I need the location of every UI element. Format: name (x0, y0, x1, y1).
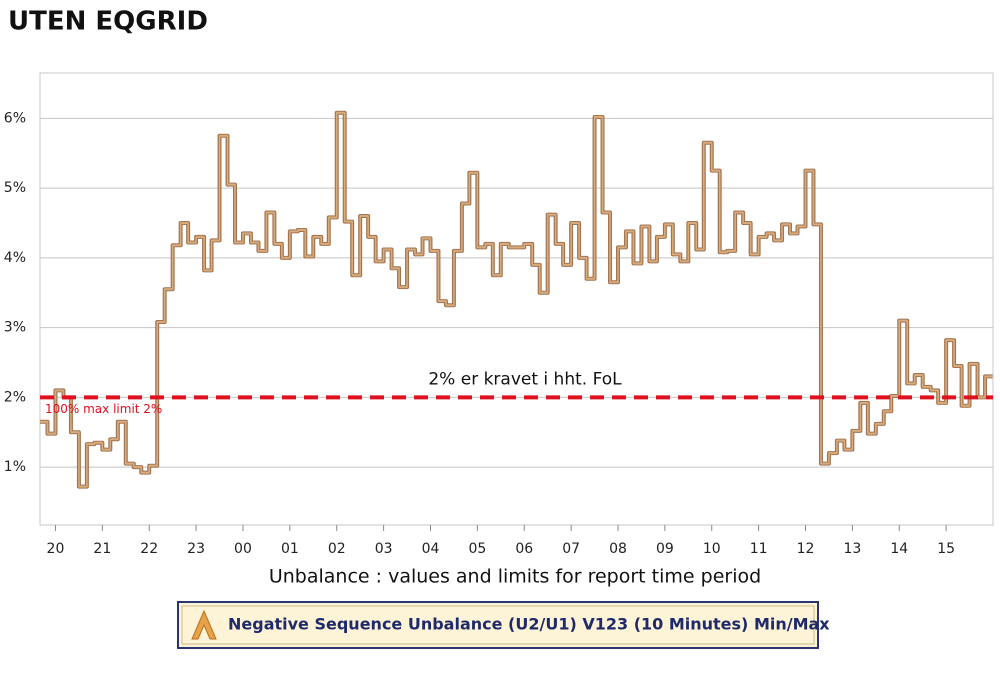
x-tick-label: 07 (562, 541, 580, 557)
x-tick-label: 13 (843, 541, 861, 557)
plot-area (39, 72, 994, 526)
x-tick-label: 21 (93, 541, 111, 557)
x-tick-label: 03 (375, 541, 393, 557)
x-axis-title: Unbalance : values and limits for report… (269, 566, 761, 588)
step-inner (40, 111, 993, 488)
x-tick-label: 05 (468, 541, 486, 557)
y-tick-label: 4% (4, 250, 26, 266)
legend-box (177, 601, 819, 649)
y-tick-label: 2% (4, 389, 26, 405)
x-tick-label: 22 (140, 541, 158, 557)
x-tick-label: 11 (750, 541, 768, 557)
x-tick-label: 02 (328, 541, 346, 557)
x-tick-label: 01 (281, 541, 299, 557)
x-tick-label: 10 (703, 541, 721, 557)
legend-inner (181, 605, 815, 645)
x-tick-label: 15 (937, 541, 955, 557)
x-tick-label: 06 (515, 541, 533, 557)
x-tick-label: 00 (234, 541, 252, 557)
annotation: 2% er kravet i hht. FoL (428, 369, 622, 389)
y-tick-label: 1% (4, 459, 26, 475)
x-tick-label: 14 (890, 541, 908, 557)
y-tick-label: 3% (4, 320, 26, 336)
limit-label: 100% max limit 2% (45, 402, 162, 416)
x-tick-label: 08 (609, 541, 627, 557)
marks: 100% max limit 2% 2% er kravet i hht. FoL (40, 110, 993, 489)
grid: 1% 2% 3% 4% 5% 6% 20 21 22 23 00 01 02 03 04 05 06 07 08 09… (4, 110, 993, 557)
legend-label: Negative Sequence Unbalance (U2/U1) V123… (228, 615, 830, 634)
x-tick-label: 23 (187, 541, 205, 557)
x-tick-label: 12 (797, 541, 815, 557)
chart-title: UTEN EQGRID (8, 7, 208, 37)
x-tick-label: 09 (656, 541, 674, 557)
y-tick-label: 6% (4, 110, 26, 126)
legend-icon (191, 609, 217, 640)
x-tick-label: 04 (422, 541, 440, 557)
x-tick-label: 20 (47, 541, 65, 557)
y-tick-label: 5% (4, 180, 26, 196)
